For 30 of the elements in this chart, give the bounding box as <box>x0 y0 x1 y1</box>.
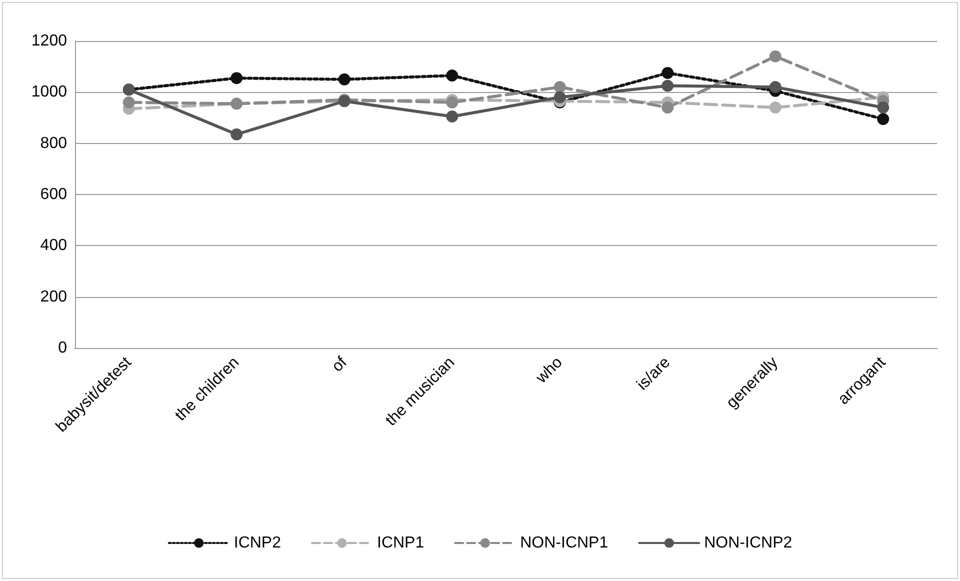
point <box>122 96 135 108</box>
point <box>554 91 566 104</box>
point <box>446 70 458 82</box>
point <box>769 102 782 114</box>
point <box>769 50 782 62</box>
point <box>877 113 890 126</box>
legend-label: NON-ICNP1 <box>520 534 608 552</box>
y-tick-label: 200 <box>40 288 68 306</box>
y-tick-label: 800 <box>40 134 68 152</box>
y-tick-label: 0 <box>58 340 68 356</box>
y-tick-label: 1200 <box>31 32 68 50</box>
legend-label: ICNP2 <box>234 534 282 552</box>
point <box>662 80 674 92</box>
y-tick-label: 400 <box>40 237 68 254</box>
point <box>230 128 243 140</box>
y-tick-label: 600 <box>40 186 68 203</box>
point <box>446 110 458 122</box>
point <box>769 81 782 94</box>
point <box>877 102 890 114</box>
x-tick-label: of <box>328 354 351 376</box>
legend-label: ICNP1 <box>376 534 424 552</box>
point <box>662 66 674 79</box>
point <box>230 72 243 84</box>
point <box>554 81 566 94</box>
point <box>338 73 350 86</box>
y-tick-label: 1000 <box>31 84 68 101</box>
x-tick-label: who <box>532 354 566 388</box>
legend-label: NON-ICNP2 <box>704 534 792 552</box>
point <box>446 96 458 108</box>
point <box>662 102 674 114</box>
